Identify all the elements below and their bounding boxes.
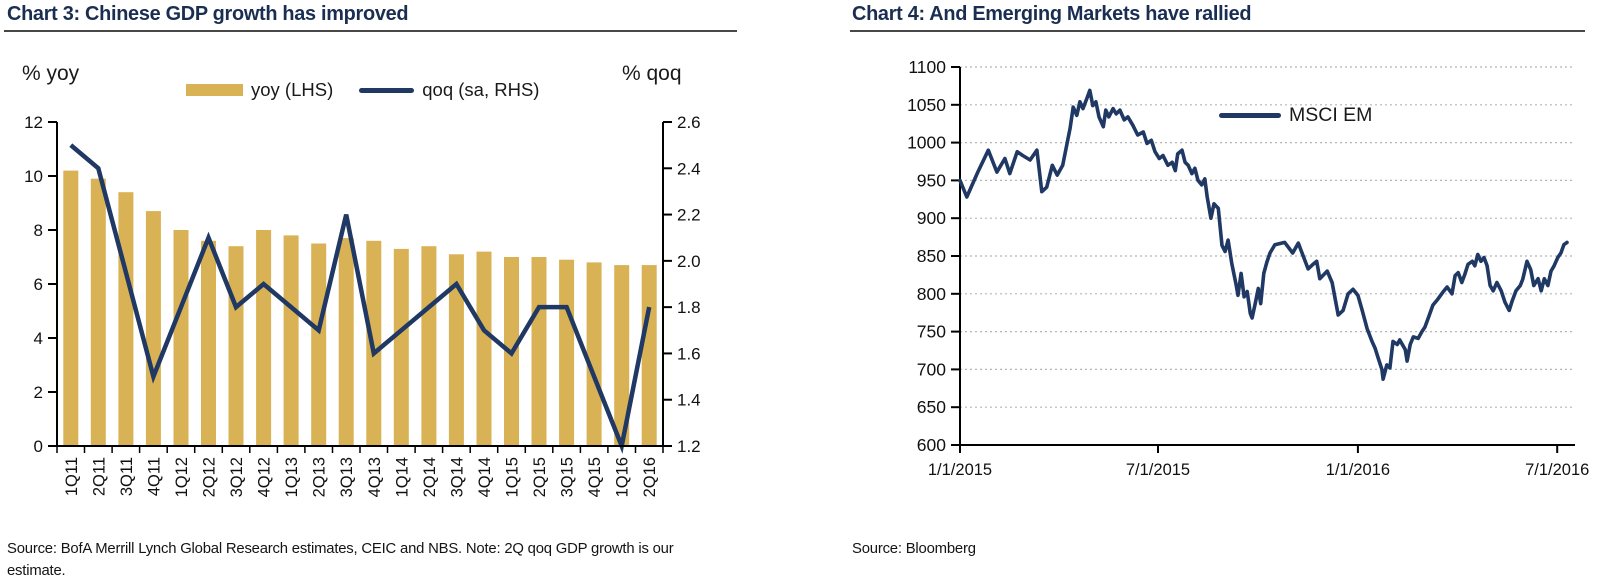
chart4-legend: MSCI EM: [1219, 104, 1372, 127]
x-axis-tick-label: 1/1/2015: [928, 461, 992, 479]
x-axis-tick-label: 7/1/2016: [1525, 461, 1589, 479]
y-axis-tick-label: 1050: [907, 95, 946, 115]
legend-line-swatch: [359, 87, 415, 93]
x-axis-category-label: 1Q14: [393, 457, 411, 497]
y-axis-tick-label: 1100: [908, 57, 946, 77]
x-axis-tick-label: 1/1/2016: [1326, 461, 1390, 479]
y-axis-tick-label: 700: [917, 359, 946, 379]
right-axis-tick-label: 1.6: [677, 344, 701, 363]
bar-yoy: [228, 246, 244, 446]
legend-msci-line-swatch: [1219, 113, 1281, 118]
bar-yoy: [283, 235, 299, 446]
x-axis-category-label: 3Q14: [448, 457, 466, 497]
y-axis-tick-label: 900: [917, 208, 946, 228]
chart4-panel: Chart 4: And Emerging Markets have ralli…: [850, 0, 1610, 568]
x-axis-category-label: 4Q11: [145, 457, 163, 496]
chart4-source-note: Source: Bloomberg: [852, 540, 976, 557]
right-axis-tick-label: 1.4: [677, 391, 701, 410]
chart3-left-axis-unit-label: % yoy: [22, 62, 80, 85]
left-axis-tick-label: 8: [34, 221, 43, 240]
bar-yoy: [641, 265, 657, 446]
line-msci-em: [958, 88, 1569, 382]
x-axis-category-label: 4Q13: [366, 457, 384, 497]
right-axis-tick-label: 1.2: [677, 437, 701, 456]
bar-yoy: [338, 238, 354, 446]
right-axis-tick-label: 2.6: [677, 113, 701, 132]
chart3-panel: Chart 3: Chinese GDP growth has improved…: [0, 0, 760, 579]
chart3-canvas: 0 2 4 6 8 10 12 1.2 1.4 1.6 1.8 2.0 2.2 2.4 2.6 1Q11 2Q1…: [24, 113, 701, 497]
bar-yoy: [476, 251, 492, 446]
right-axis-tick-label: 2.0: [677, 252, 701, 271]
bar-yoy: [614, 265, 630, 446]
y-axis-tick-label: 650: [917, 397, 946, 417]
chart3-source-note-line2: estimate.: [7, 562, 66, 579]
left-axis-tick-label: 0: [34, 437, 43, 456]
left-axis-tick-label: 10: [24, 167, 43, 186]
x-axis-category-label: 1Q16: [614, 457, 632, 497]
y-axis-tick-label: 850: [917, 246, 946, 266]
chart4-title-underline: [850, 30, 1585, 32]
chart3-right-axis-unit-label: % qoq: [622, 62, 682, 85]
left-axis-tick-label: 4: [34, 329, 43, 348]
bar-yoy: [531, 257, 547, 446]
x-axis-category-label: 2Q11: [90, 457, 108, 496]
bar-yoy: [559, 259, 575, 446]
chart4-canvas: 600 650 700 750 800 850 900 950 1000 1050 1100 1/1/…: [907, 57, 1589, 479]
x-axis-category-label: 1Q13: [283, 457, 301, 497]
legend-line-label: qoq (sa, RHS): [422, 79, 540, 100]
y-axis-tick-label: 800: [917, 284, 946, 304]
bar-yoy: [256, 230, 272, 446]
bar-yoy: [421, 246, 437, 446]
x-axis-category-label: 4Q14: [476, 457, 494, 497]
chart3-legend: yoy (LHS) qoq (sa, RHS): [186, 79, 539, 101]
right-axis-tick-label: 2.2: [677, 206, 701, 225]
y-axis-tick-label: 750: [917, 322, 946, 342]
right-axis-tick-label: 2.4: [677, 159, 701, 178]
chart4-title: Chart 4: And Emerging Markets have ralli…: [852, 2, 1252, 25]
legend-bar-swatch: [186, 84, 243, 96]
x-axis-category-label: 2Q16: [641, 457, 659, 497]
bar-yoy: [448, 254, 464, 446]
x-axis-category-label: 2Q14: [421, 457, 439, 497]
left-axis-tick-label: 6: [34, 275, 43, 294]
line-qoq: [69, 143, 652, 454]
bar-yoy: [173, 230, 189, 446]
bar-yoy: [90, 178, 106, 446]
bar-yoy: [393, 248, 409, 446]
x-axis-category-label: 3Q12: [228, 457, 246, 497]
right-axis-tick-label: 1.8: [677, 298, 701, 317]
left-axis-tick-label: 12: [24, 113, 43, 132]
x-axis-category-label: 2Q15: [531, 457, 549, 497]
y-axis-tick-label: 950: [917, 170, 946, 190]
x-axis-category-label: 2Q12: [201, 457, 219, 497]
legend-bar-label: yoy (LHS): [251, 79, 334, 100]
chart3-title-underline: [4, 30, 737, 32]
bar-yoy: [201, 240, 216, 446]
bar-yoy: [586, 262, 602, 446]
chart3-title: Chart 3: Chinese GDP growth has improved: [7, 2, 409, 25]
x-axis-category-label: 2Q13: [311, 457, 329, 497]
bar-yoy: [63, 170, 79, 446]
legend-msci-label: MSCI EM: [1289, 104, 1373, 126]
x-axis-category-label: 3Q11: [118, 457, 136, 496]
bar-yoy: [145, 211, 161, 446]
x-axis-category-label: 4Q12: [256, 457, 274, 497]
y-axis-tick-label: 1000: [907, 133, 946, 153]
chart3-source-note: Source: BofA Merrill Lynch Global Resear…: [7, 540, 674, 557]
x-axis-tick-label: 7/1/2015: [1126, 461, 1190, 479]
x-axis-category-label: 4Q15: [586, 457, 604, 497]
bar-yoy: [118, 192, 134, 446]
x-axis-category-label: 1Q11: [63, 457, 81, 496]
bar-yoy: [311, 243, 327, 446]
y-axis-tick-label: 600: [917, 435, 946, 455]
x-axis-category-label: 1Q12: [173, 457, 191, 497]
left-axis-tick-label: 2: [34, 383, 43, 402]
x-axis-category-label: 3Q13: [338, 457, 356, 497]
x-axis-category-label: 1Q15: [504, 457, 522, 497]
x-axis-category-label: 3Q15: [559, 457, 577, 497]
